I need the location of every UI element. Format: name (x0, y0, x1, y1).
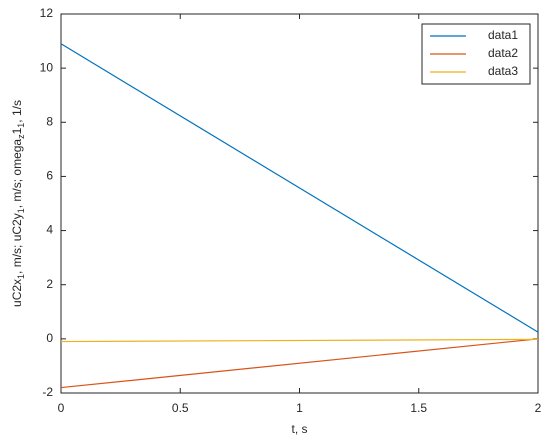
y-tick-label: 8 (46, 114, 53, 128)
x-tick-label: 1.5 (410, 401, 427, 415)
data-line (60, 338, 539, 343)
y-label-subscript: 1 (16, 208, 26, 213)
y-tick-label: -2 (42, 385, 53, 399)
legend-label: data2 (488, 46, 518, 60)
x-tick-label: 2 (535, 401, 542, 415)
y-tick-label: 10 (40, 60, 54, 74)
y-tick-label: 4 (46, 223, 53, 237)
y-label-part: , 1/s (10, 100, 24, 123)
y-label-subscript: 1 (16, 274, 26, 279)
y-tick-label: 0 (46, 331, 53, 345)
y-label-subscript: 1 (16, 123, 26, 128)
y-label-part: uC2x (10, 279, 24, 307)
y-label-part: , m/s; uC2y (10, 213, 24, 274)
legend-label: data1 (488, 28, 518, 42)
x-tick-label: 1 (296, 401, 303, 415)
y-label-part: , m/s; omega (10, 139, 24, 209)
y-tick-label: 12 (40, 6, 54, 20)
data-line (60, 43, 539, 333)
legend-label: data3 (488, 64, 518, 78)
y-label-part: 1 (10, 127, 24, 134)
y-label-subscript: z (16, 134, 26, 139)
x-tick-label: 0.5 (172, 401, 189, 415)
y-tick-label: 6 (46, 169, 53, 183)
data-line (60, 338, 539, 389)
x-tick-label: 0 (58, 401, 65, 415)
y-tick-label: 2 (46, 277, 53, 291)
x-axis-label: t, s (291, 422, 307, 436)
y-axis-label: uC2x1, m/s; uC2y1, m/s; omegaz11, 1/s (10, 100, 26, 307)
